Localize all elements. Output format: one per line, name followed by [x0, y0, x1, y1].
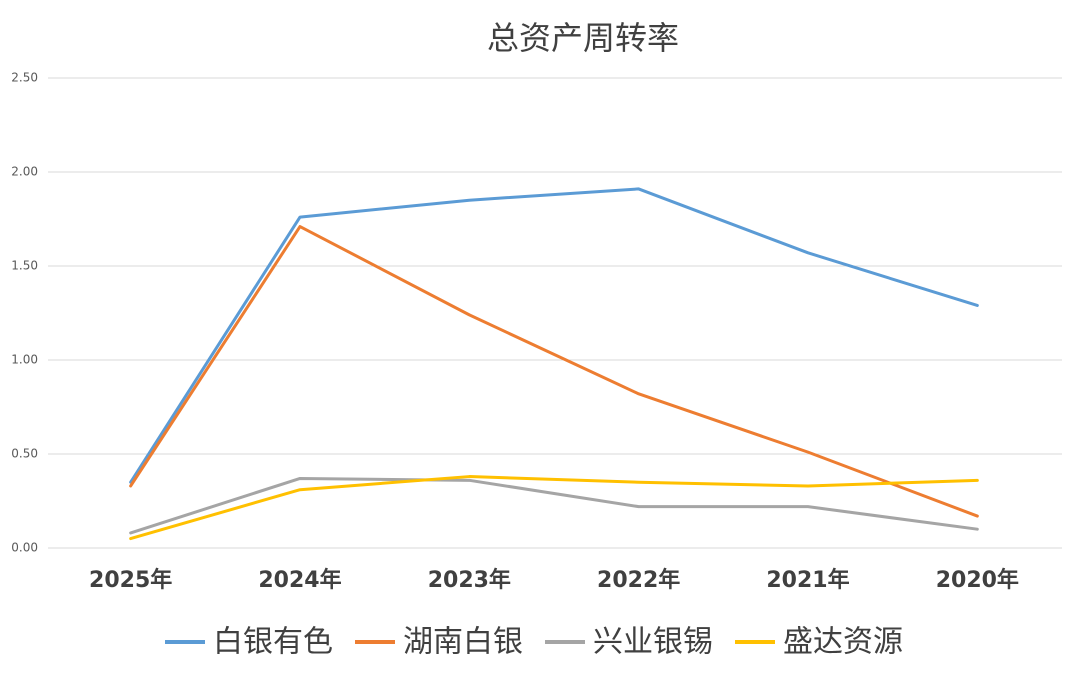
- x-tick-label: 2020年: [936, 567, 1019, 593]
- y-tick-label: 2.50: [11, 71, 38, 85]
- x-tick-label: 2021年: [766, 567, 849, 593]
- chart-title: 总资产周转率: [487, 19, 679, 57]
- series-line: [129, 225, 979, 518]
- series-line: [129, 475, 979, 541]
- y-tick-label: 0.50: [11, 447, 38, 461]
- y-tick-label: 2.00: [11, 165, 38, 179]
- x-tick-label: 2023年: [428, 567, 511, 593]
- x-tick-label: 2022年: [597, 567, 680, 593]
- x-tick-label: 2024年: [258, 567, 341, 593]
- y-tick-label: 0.00: [11, 541, 38, 555]
- series-line: [129, 187, 979, 484]
- legend-label: 湖南白银: [403, 625, 523, 660]
- series-line: [129, 476, 979, 535]
- y-tick-label: 1.00: [11, 353, 38, 367]
- legend-label: 盛达资源: [783, 625, 903, 660]
- y-tick-label: 1.50: [11, 259, 38, 273]
- legend-label: 白银有色: [213, 625, 333, 660]
- legend-label: 兴业银锡: [593, 625, 713, 660]
- x-tick-label: 2025年: [89, 567, 172, 593]
